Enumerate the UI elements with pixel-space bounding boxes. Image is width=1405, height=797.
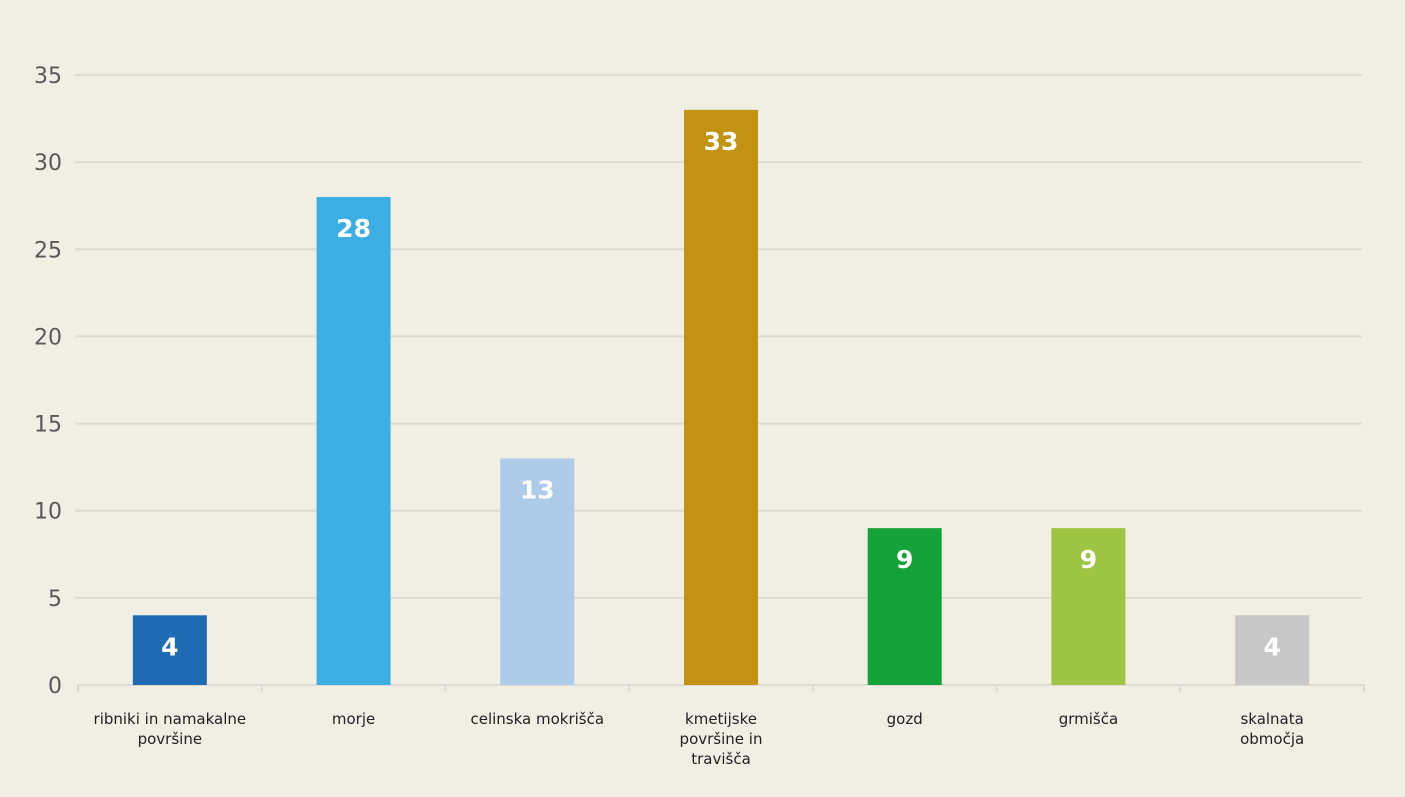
y-tick-label: 20 xyxy=(34,325,62,350)
x-tick-labels: ribniki in namakalne površine morje celinsk… xyxy=(94,710,1305,768)
bar xyxy=(684,109,758,686)
bar-value-label: 33 xyxy=(704,127,739,156)
bar-value-label: 9 xyxy=(896,545,913,574)
x-axis xyxy=(77,684,1365,692)
bar xyxy=(867,528,942,685)
y-tick-label: 35 xyxy=(34,64,62,89)
bar xyxy=(316,197,391,685)
x-tick-label: površine in xyxy=(680,730,763,748)
bar xyxy=(500,458,575,685)
bar xyxy=(132,615,207,685)
x-tick-label: območja xyxy=(1240,730,1304,748)
x-tick-label: skalnata xyxy=(1240,710,1303,728)
y-tick-label: 25 xyxy=(34,238,62,263)
data-labels: 4 28 13 33 9 9 4 xyxy=(161,127,1281,661)
bar-value-label: 13 xyxy=(520,475,555,504)
x-tick-label: morje xyxy=(332,710,375,728)
y-tick-label: 5 xyxy=(48,587,62,612)
x-tick-label: grmišča xyxy=(1059,710,1118,728)
bars xyxy=(132,109,1310,686)
x-tick-label: površine xyxy=(138,730,202,748)
x-tick-label: celinska mokrišča xyxy=(470,710,604,728)
bar xyxy=(1235,615,1310,685)
x-tick-label: kmetijske xyxy=(685,710,757,728)
y-tick-label: 15 xyxy=(34,413,62,438)
bar-value-label: 4 xyxy=(161,632,178,661)
x-tick-label: ribniki in namakalne xyxy=(94,710,247,728)
y-axis: 0 5 10 15 20 25 30 35 xyxy=(34,64,62,699)
y-tick-label: 0 xyxy=(48,674,62,699)
x-tick-label: travišča xyxy=(691,750,751,768)
bar xyxy=(1051,528,1126,685)
bar-value-label: 9 xyxy=(1080,545,1097,574)
y-tick-label: 30 xyxy=(34,151,62,176)
bar-value-label: 28 xyxy=(336,214,371,243)
x-tick-label: gozd xyxy=(887,710,923,728)
bar-value-label: 4 xyxy=(1263,632,1280,661)
y-tick-label: 10 xyxy=(34,500,62,525)
